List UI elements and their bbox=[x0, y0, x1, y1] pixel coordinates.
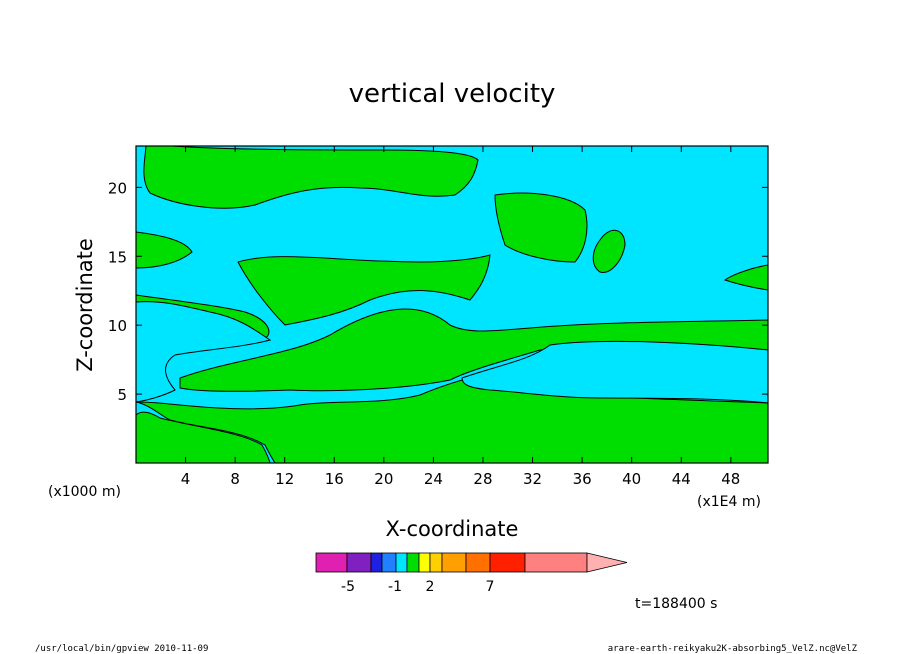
colorbar-tick-label: 2 bbox=[426, 579, 435, 595]
y-tick-label: 15 bbox=[108, 248, 127, 266]
x-tick-label: 48 bbox=[721, 470, 740, 488]
x-tick-label: 32 bbox=[523, 470, 542, 488]
x-tick-label: 40 bbox=[622, 470, 641, 488]
x-tick-label: 12 bbox=[275, 470, 294, 488]
region-bottom-strip bbox=[135, 411, 271, 464]
colorbar-segment bbox=[465, 552, 491, 573]
colorbar-tick-label: -1 bbox=[388, 579, 402, 595]
colorbar-segment bbox=[418, 552, 431, 573]
region-top-left bbox=[143, 145, 479, 209]
footer-left: /usr/local/bin/gpview 2010-11-09 bbox=[35, 644, 208, 654]
colorbar-labels: -5 -1 2 7 bbox=[341, 579, 494, 595]
y-tick-label: 20 bbox=[108, 179, 127, 197]
colorbar-segment bbox=[381, 552, 397, 573]
region-right-lower bbox=[461, 340, 769, 404]
z-unit-label: (x1000 m) bbox=[48, 484, 121, 500]
x-tick-label: 28 bbox=[473, 470, 492, 488]
region-right-tongue bbox=[723, 264, 769, 291]
x-tick-label: 36 bbox=[573, 470, 592, 488]
y-axis-title: Z-coordinate bbox=[73, 238, 97, 372]
region-left-tongue bbox=[135, 231, 193, 269]
plot-frame bbox=[135, 145, 769, 464]
x-axis-title: X-coordinate bbox=[386, 517, 519, 541]
footer-right: arare-earth-reikyaku2K-absorbing5_VelZ.n… bbox=[608, 644, 858, 654]
x-tick-label: 44 bbox=[672, 470, 691, 488]
colorbar-tick-label: 7 bbox=[486, 579, 495, 595]
region-right-upper bbox=[494, 192, 588, 263]
colorbar-arrow bbox=[586, 552, 628, 573]
x-tick-label: 24 bbox=[424, 470, 443, 488]
x-tick-label: 16 bbox=[325, 470, 344, 488]
colorbar-segment bbox=[489, 552, 526, 573]
y-tick-label: 5 bbox=[117, 386, 127, 404]
y-tick-label: 10 bbox=[108, 317, 127, 335]
chart-title: vertical velocity bbox=[349, 79, 556, 109]
x-axis-ticks: 4 8 12 16 20 24 28 32 36 40 44 48 bbox=[181, 146, 740, 488]
colorbar-segment bbox=[524, 552, 588, 573]
colorbar bbox=[315, 552, 628, 573]
region-mid-left-lower bbox=[135, 301, 272, 403]
colorbar-segment bbox=[315, 552, 348, 573]
x-unit-label: (x1E4 m) bbox=[697, 494, 761, 510]
region-ellipse bbox=[592, 230, 626, 273]
region-upper-wedge bbox=[237, 254, 491, 326]
colorbar-segment bbox=[441, 552, 467, 573]
colorbar-segment bbox=[370, 552, 383, 573]
positive-regions bbox=[135, 145, 769, 464]
colorbar-segment bbox=[429, 552, 443, 573]
x-tick-label: 20 bbox=[374, 470, 393, 488]
colorbar-segment bbox=[395, 552, 408, 573]
colorbar-tick-label: -5 bbox=[341, 579, 355, 595]
y-axis-ticks: 5 10 15 20 bbox=[108, 179, 768, 404]
time-label: t=188400 s bbox=[635, 596, 717, 612]
x-tick-label: 8 bbox=[230, 470, 240, 488]
colorbar-segment bbox=[346, 552, 372, 573]
x-tick-label: 4 bbox=[181, 470, 191, 488]
colorbar-segment bbox=[406, 552, 420, 573]
